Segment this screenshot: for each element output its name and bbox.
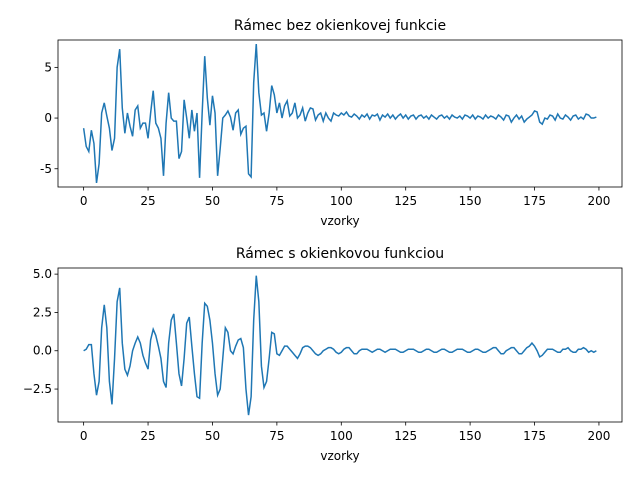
x-tick-label: 50 — [205, 429, 220, 443]
y-tick-label: 5.0 — [33, 267, 52, 281]
x-tick-label: 25 — [140, 194, 155, 208]
x-tick-label: 125 — [394, 194, 417, 208]
x-tick-label: 150 — [459, 194, 482, 208]
x-axis-label: vzorky — [320, 214, 359, 228]
x-tick-label: 150 — [459, 429, 482, 443]
x-tick-label: 0 — [80, 194, 88, 208]
x-tick-label: 25 — [140, 429, 155, 443]
y-tick-label: -5 — [40, 162, 52, 176]
x-tick-label: 100 — [330, 194, 353, 208]
x-tick-label: 75 — [269, 429, 284, 443]
axes-frame — [57, 39, 623, 188]
data-line — [82, 44, 597, 184]
x-axis-label: vzorky — [320, 449, 359, 463]
x-tick-label: 0 — [80, 429, 88, 443]
x-tick-label: 200 — [587, 429, 610, 443]
x-tick-label: 175 — [523, 194, 546, 208]
y-tick-label: 2.5 — [33, 305, 52, 319]
data-line — [83, 275, 597, 416]
y-tick-label: 5 — [44, 60, 52, 74]
y-tick-label: 0.0 — [33, 344, 52, 358]
y-tick-label: 0 — [44, 111, 52, 125]
x-tick-label: 175 — [523, 429, 546, 443]
chart-title: Rámec bez okienkovej funkcie — [234, 18, 446, 34]
x-tick-label: 100 — [330, 429, 353, 443]
y-tick-label: −2.5 — [23, 382, 52, 396]
axes-frame — [57, 267, 623, 423]
x-tick-label: 125 — [394, 429, 417, 443]
x-tick-label: 50 — [205, 194, 220, 208]
x-tick-label: 75 — [269, 194, 284, 208]
chart-title: Rámec s okienkovou funkciou — [236, 246, 444, 262]
x-tick-label: 200 — [587, 194, 610, 208]
